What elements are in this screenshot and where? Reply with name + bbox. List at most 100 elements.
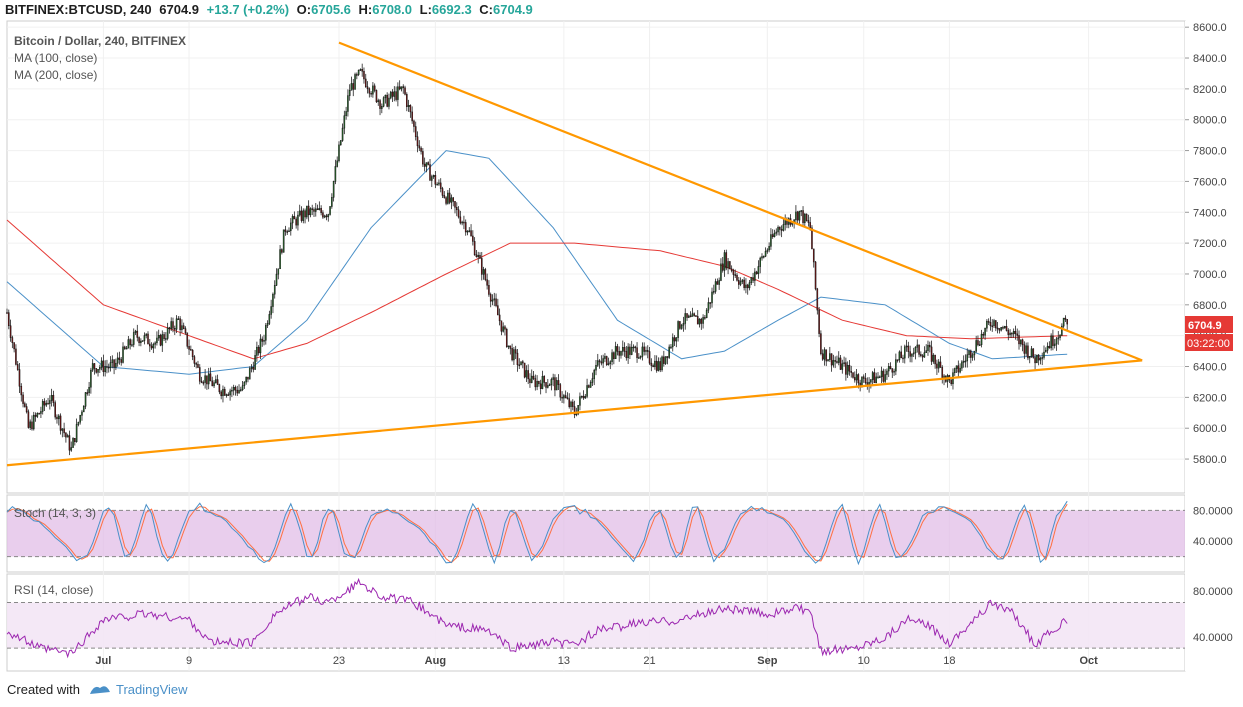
moving-averages bbox=[6, 150, 1068, 375]
candle-body bbox=[159, 335, 162, 346]
candle-body bbox=[291, 216, 294, 224]
candle-body bbox=[497, 305, 499, 316]
candle-body bbox=[473, 241, 476, 256]
candle-body bbox=[720, 263, 722, 281]
candle-body bbox=[72, 438, 74, 448]
candle-body bbox=[373, 85, 376, 91]
candle-body bbox=[966, 354, 969, 362]
candle-body bbox=[288, 230, 290, 233]
footer-brand[interactable]: TradingView bbox=[115, 681, 188, 697]
candle-body bbox=[88, 386, 90, 394]
candle-body bbox=[523, 362, 526, 378]
candle-body bbox=[754, 271, 756, 281]
candle-body bbox=[930, 346, 933, 362]
candle-body bbox=[705, 309, 708, 319]
close-label: C: bbox=[479, 2, 494, 17]
candle-body bbox=[266, 323, 269, 326]
candle-body bbox=[961, 361, 963, 369]
candle-body bbox=[136, 330, 139, 338]
candle-body bbox=[743, 279, 745, 288]
candle-body bbox=[423, 163, 426, 167]
candle-body bbox=[452, 197, 454, 202]
candle-body bbox=[1062, 317, 1065, 327]
candle-body bbox=[106, 366, 108, 368]
candle-body bbox=[450, 197, 453, 203]
candle-body bbox=[279, 249, 281, 270]
candle-body bbox=[316, 208, 319, 211]
candle-body bbox=[227, 394, 230, 396]
candle-body bbox=[564, 395, 567, 398]
candle-body bbox=[679, 321, 681, 329]
candle-body bbox=[132, 332, 135, 345]
candle-body bbox=[379, 100, 381, 109]
symbol-label[interactable]: BITFINEX:BTCUSD, 240 bbox=[5, 2, 152, 17]
candle-body bbox=[977, 340, 979, 346]
candle-body bbox=[664, 356, 667, 364]
candle-body bbox=[327, 214, 330, 218]
candle-body bbox=[313, 209, 315, 212]
candle-body bbox=[655, 360, 658, 371]
candle-body bbox=[186, 332, 189, 347]
candle-body bbox=[1043, 351, 1045, 358]
candle-body bbox=[918, 344, 920, 355]
candle-body bbox=[552, 377, 554, 380]
chart-header: BITFINEX:BTCUSD, 240 6704.9 +13.7 (+0.2%… bbox=[0, 0, 1243, 20]
candle-body bbox=[165, 338, 167, 340]
candle-body bbox=[498, 314, 501, 322]
candle-body bbox=[211, 380, 214, 387]
candle-body bbox=[995, 320, 997, 329]
candle-body bbox=[113, 359, 115, 368]
candle-body bbox=[1025, 345, 1027, 354]
candle-body bbox=[632, 346, 635, 349]
candle-body bbox=[857, 374, 860, 384]
candle-body bbox=[150, 345, 153, 349]
candle-body bbox=[971, 354, 974, 358]
candle-body bbox=[625, 351, 628, 359]
candle-body bbox=[182, 325, 185, 329]
candle-body bbox=[896, 359, 899, 361]
candle-body bbox=[877, 376, 879, 379]
candle-body bbox=[149, 343, 151, 347]
candle-body bbox=[795, 211, 797, 221]
candle-body bbox=[15, 348, 17, 365]
candle-body bbox=[420, 147, 422, 152]
candle-body bbox=[987, 320, 990, 323]
candle-body bbox=[921, 355, 924, 358]
candle-body bbox=[115, 362, 117, 368]
y-tick-label: 8600.0 bbox=[1193, 22, 1227, 34]
candle-body bbox=[871, 372, 874, 380]
y-tick-label: 6200.0 bbox=[1193, 392, 1227, 404]
candle-body bbox=[52, 394, 55, 403]
last-price: 6704.9 bbox=[159, 2, 200, 17]
candle-body bbox=[986, 320, 988, 329]
candle-body bbox=[718, 280, 720, 285]
chart-title: Bitcoin / Dollar, 240, BITFINEX bbox=[14, 34, 186, 48]
candle-body bbox=[895, 359, 897, 372]
open-label: O: bbox=[296, 2, 312, 17]
stoch-band bbox=[7, 510, 1185, 557]
candle-body bbox=[928, 344, 931, 348]
candle-body bbox=[147, 333, 149, 345]
candle-body bbox=[231, 389, 233, 392]
y-tick-label: 7400.0 bbox=[1193, 207, 1227, 219]
candle-body bbox=[902, 357, 904, 360]
price-pane[interactable] bbox=[6, 20, 1186, 494]
candle-body bbox=[611, 352, 613, 362]
candle-body bbox=[1048, 345, 1051, 349]
candle-body bbox=[873, 372, 876, 384]
candle-body bbox=[495, 298, 497, 306]
candle-body bbox=[41, 401, 44, 412]
ma100-line bbox=[6, 150, 1068, 375]
candle-body bbox=[1052, 335, 1054, 346]
candle-body bbox=[607, 363, 610, 365]
candle-body bbox=[654, 360, 656, 368]
candle-body bbox=[1023, 344, 1026, 354]
candle-body bbox=[265, 325, 267, 341]
candle-body bbox=[124, 346, 126, 349]
candle-body bbox=[300, 210, 303, 221]
candle-body bbox=[250, 366, 253, 369]
candle-body bbox=[491, 299, 494, 302]
candle-body bbox=[298, 210, 301, 216]
candle-body bbox=[382, 97, 385, 107]
